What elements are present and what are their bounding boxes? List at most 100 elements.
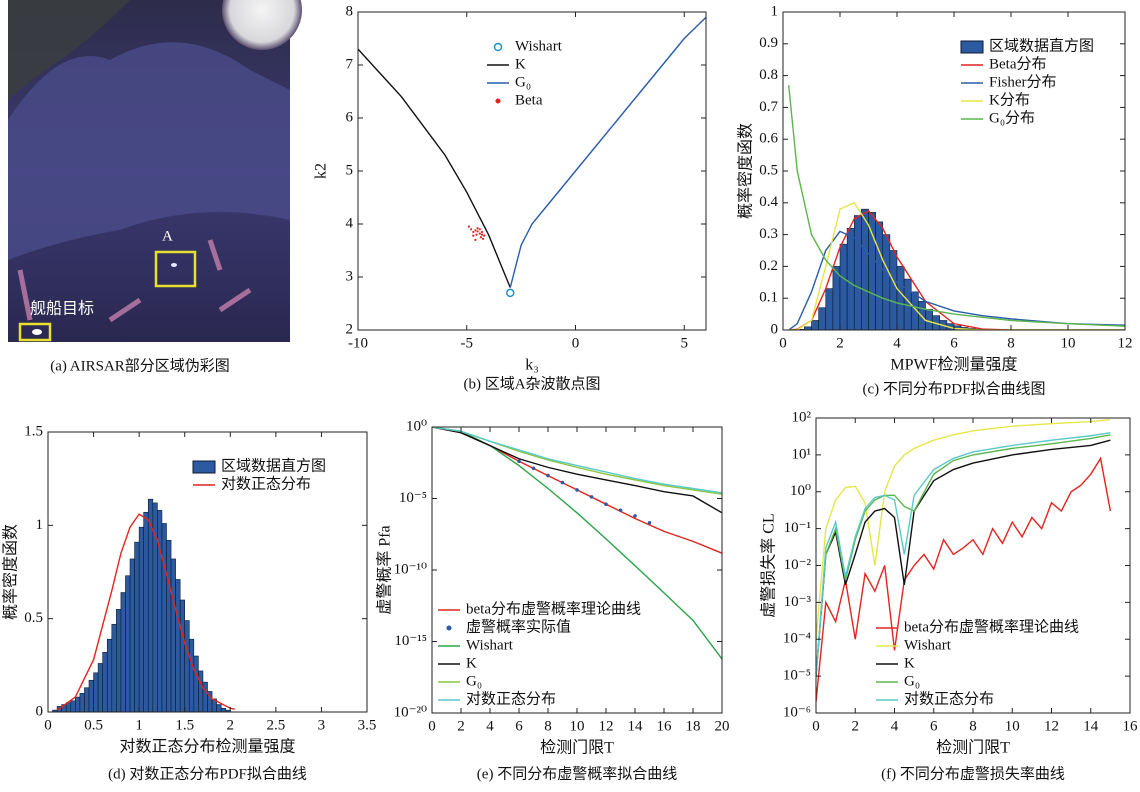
histogram-bar: [166, 540, 171, 712]
histogram-bar: [180, 600, 185, 712]
histogram-bar: [75, 697, 80, 712]
point: [561, 481, 565, 485]
legend: WishartKG₀Beta: [487, 38, 563, 108]
y-tick-label: 4: [346, 215, 354, 231]
x-tick-label: 12: [1118, 335, 1133, 351]
line: [510, 17, 706, 287]
y-tick-label: 10⁻¹⁵: [394, 633, 427, 649]
histogram-bar: [869, 212, 876, 330]
histogram-bar: [826, 289, 833, 330]
x-tick-label: 5: [681, 335, 689, 351]
point: [472, 231, 474, 233]
point: [619, 508, 623, 512]
y-tick-label: 10⁻⁵: [399, 490, 427, 506]
legend-label: beta分布虚警概率理论曲线: [904, 618, 1079, 635]
point: [468, 226, 470, 228]
x-tick-label: 10: [1005, 718, 1020, 734]
point: [482, 238, 484, 240]
y-tick-label: 10¹: [792, 446, 812, 462]
legend-label: 对数正态分布: [221, 475, 311, 492]
line: [432, 427, 722, 494]
ship: [171, 263, 177, 267]
image-label: 舰船目标: [30, 300, 94, 318]
x-tick-label: 2: [836, 335, 844, 351]
x-axis-label: 对数正态分布检测量强度: [119, 738, 295, 756]
point: [479, 228, 481, 230]
legend-label: beta分布虚警概率理论曲线: [466, 600, 641, 617]
y-tick-label: 5: [346, 162, 354, 178]
x-axis-label: 检测门限T: [936, 739, 1010, 757]
x-tick-label: 20: [715, 718, 730, 734]
histogram-bar: [107, 639, 112, 712]
histogram-bar: [876, 222, 883, 330]
y-tick-label: 10⁻⁵: [783, 668, 811, 684]
histogram-bar: [221, 708, 226, 712]
x-tick-label: 3.5: [358, 717, 377, 733]
y-tick-label: 1: [771, 3, 779, 19]
point: [507, 289, 514, 296]
point: [648, 521, 652, 525]
x-tick-label: 18: [686, 718, 701, 734]
y-tick-label: 10⁰: [790, 483, 811, 499]
line: [358, 49, 510, 288]
line: [816, 435, 1110, 676]
x-tick-label: 2: [227, 717, 235, 733]
y-tick-label: 10⁻¹: [784, 520, 811, 536]
histogram-bar: [89, 680, 94, 712]
x-axis-label: 检测门限T: [540, 739, 614, 757]
histogram-bar: [819, 308, 826, 330]
x-tick-label: 3: [318, 717, 326, 733]
x-tick-label: 2: [852, 718, 860, 734]
x-tick-label: 2.5: [266, 717, 285, 733]
x-tick-label: 0: [572, 335, 580, 351]
y-tick-label: 2: [346, 321, 354, 337]
x-tick-label: 0: [44, 717, 52, 733]
legend-label: Wishart: [466, 637, 514, 653]
y-tick-label: 8: [346, 3, 354, 19]
histogram-bar: [189, 639, 194, 712]
legend-label: G₀: [466, 673, 482, 689]
x-axis-label: MPWF检测量强度: [890, 356, 1017, 374]
y-tick-label: 6: [346, 109, 354, 125]
histogram-bar: [897, 266, 904, 330]
x-tick-label: 14: [628, 718, 644, 734]
legend-swatch: [496, 99, 500, 103]
y-tick-label: 0.8: [759, 67, 778, 83]
x-tick-label: 12: [1044, 718, 1059, 734]
x-tick-label: 6: [930, 718, 938, 734]
plot-area: [53, 499, 235, 712]
histogram-bar: [198, 671, 203, 712]
y-tick-label: 10⁻²⁰: [394, 704, 427, 720]
chart: 024681012141610⁻⁶10⁻⁵10⁻⁴10⁻³10⁻²10⁻¹10⁰…: [760, 409, 1138, 782]
legend-label: K分布: [989, 91, 1030, 108]
caption: (b) 区域A杂波散点图: [463, 375, 600, 392]
histogram-bar: [139, 527, 144, 712]
legend-label: 对数正态分布: [904, 690, 994, 707]
legend-label: G₀: [904, 673, 920, 689]
legend-label: Beta分布: [989, 55, 1047, 72]
y-tick-label: 0.5: [24, 610, 43, 626]
histogram-bar: [926, 309, 933, 330]
point: [590, 495, 594, 499]
histogram-bar: [148, 499, 153, 712]
y-axis-label: 概率密度函数: [2, 524, 20, 620]
histogram-bar: [861, 209, 868, 330]
histogram-bar: [162, 523, 167, 712]
x-tick-label: 12: [599, 718, 614, 734]
histogram-bar: [812, 320, 819, 330]
y-tick-label: 0.6: [759, 131, 778, 147]
point: [532, 466, 536, 470]
x-axis-label: k₃: [525, 357, 539, 374]
x-tick-label: 10: [1061, 335, 1076, 351]
legend-label: K: [515, 56, 526, 72]
x-tick-label: 2: [457, 718, 465, 734]
x-tick-label: 8: [1007, 335, 1015, 351]
point: [470, 228, 472, 230]
y-axis-label: 虚警概率 Pfa: [376, 525, 394, 614]
point: [483, 235, 485, 237]
caption: (a) AIRSAR部分区域伪彩图: [50, 357, 230, 374]
y-axis-label: k2: [313, 163, 330, 179]
axes-frame: [816, 418, 1130, 713]
point: [633, 514, 637, 518]
